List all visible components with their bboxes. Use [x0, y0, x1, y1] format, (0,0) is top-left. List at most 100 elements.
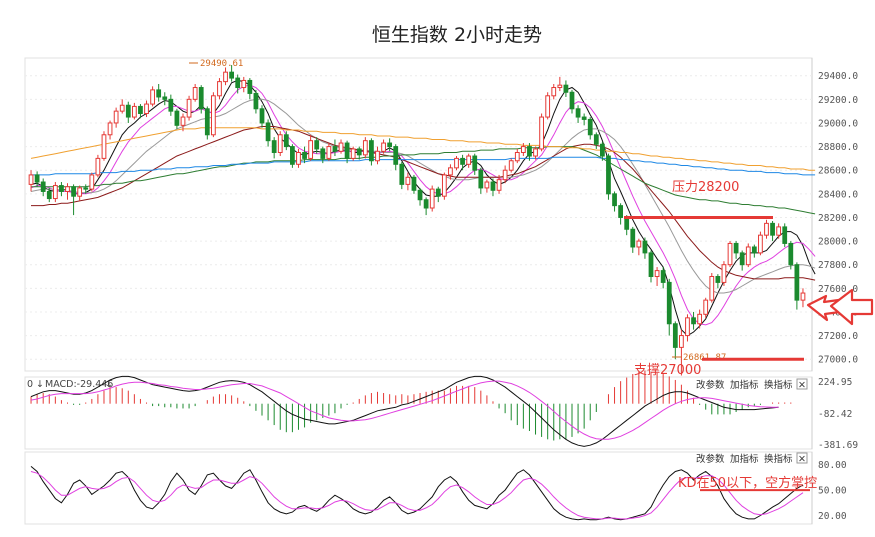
candle [405, 172, 411, 191]
candle [612, 191, 617, 212]
candle [478, 167, 484, 194]
candle [192, 83, 198, 102]
candle [666, 278, 672, 336]
candle-body [369, 140, 374, 162]
candle-body [435, 188, 441, 197]
kd-close-button[interactable] [796, 452, 808, 464]
candle-body [65, 186, 70, 192]
candle-body [71, 186, 76, 197]
candle [144, 100, 149, 118]
candle [745, 243, 751, 268]
candle-body [144, 103, 149, 115]
candle [296, 148, 301, 168]
macd-tick-label: -82.42 [818, 409, 852, 420]
candle [514, 148, 520, 164]
candle-body [338, 142, 344, 152]
candle-body [217, 81, 222, 97]
y-tick-label: 28000.0 [818, 237, 858, 248]
candle [563, 80, 569, 97]
candle [581, 113, 587, 126]
candle [271, 137, 277, 159]
candle [46, 187, 52, 203]
candle [223, 67, 228, 86]
candle-body [271, 140, 277, 153]
candle-body [581, 116, 587, 120]
candle [375, 146, 380, 165]
candle-body [441, 174, 447, 197]
candle [733, 241, 739, 259]
candle [338, 139, 344, 154]
candle-body [460, 157, 465, 165]
kd-swap-indicator-button[interactable]: 换指标 [764, 453, 793, 465]
candle [350, 146, 356, 161]
candle-body [119, 104, 125, 112]
candle-body [259, 108, 265, 124]
candle [454, 156, 459, 171]
macd-swap-indicator-button[interactable]: 换指标 [764, 379, 793, 391]
candle [642, 237, 648, 259]
candle [393, 144, 399, 171]
candle [654, 267, 660, 286]
candle-body [223, 71, 228, 83]
kd-series [30, 466, 804, 521]
candle [28, 170, 34, 192]
candle-body [642, 240, 648, 254]
candle [314, 137, 320, 154]
candle [782, 223, 788, 247]
candle-body [95, 157, 101, 176]
candle-body [703, 299, 709, 315]
kd-tick-label: 80.00 [818, 460, 847, 471]
macd-close-button[interactable] [796, 378, 808, 390]
candle-body [599, 143, 605, 157]
macd-add-indicator-button[interactable]: 加指标 [730, 379, 759, 391]
macd-series [30, 370, 792, 447]
candle-body [709, 276, 715, 301]
candle-body [624, 216, 630, 230]
candle-body [691, 317, 696, 325]
candle-body [770, 222, 775, 236]
kd-params-button[interactable]: 改参数 [696, 453, 725, 465]
candle-body [520, 146, 526, 153]
macd-params-button[interactable]: 改参数 [696, 379, 725, 391]
candle [259, 105, 265, 128]
candle [217, 78, 222, 100]
candle [308, 134, 314, 161]
svg-text:0: 0 [27, 379, 33, 390]
candle-body [283, 134, 289, 148]
candle-body [733, 242, 739, 254]
kd-add-indicator-button[interactable]: 加指标 [730, 453, 759, 465]
candle [77, 185, 83, 201]
candle-body [782, 226, 788, 244]
candle-body [484, 181, 490, 189]
candle [545, 92, 551, 120]
candle [691, 311, 696, 330]
candle-body [210, 95, 216, 136]
candle [417, 187, 423, 206]
y-tick-label: 29400.0 [818, 71, 858, 82]
candle [606, 153, 611, 200]
candle-body [52, 185, 58, 200]
close-icon: ✕ [798, 454, 806, 465]
y-tick-label: 28400.0 [818, 189, 858, 200]
candle [362, 137, 368, 159]
candle [679, 329, 684, 376]
candle [764, 219, 769, 239]
candle-body [332, 146, 338, 152]
candle [125, 101, 131, 123]
kd-note: KD在50以下，空方掌控 [678, 475, 817, 491]
candle [156, 83, 162, 102]
candle [599, 141, 605, 161]
candle-body [393, 146, 399, 165]
candle [466, 153, 472, 168]
moving-averages [30, 79, 816, 337]
support-label: 支撑27000 [634, 363, 701, 378]
candle-body [672, 323, 678, 348]
candle-body [423, 199, 429, 209]
candle-body [478, 169, 484, 189]
candle [520, 143, 526, 157]
macd-dea-line [30, 380, 779, 440]
candle-body [630, 228, 636, 248]
candle-body [405, 176, 411, 185]
candle-body [247, 79, 253, 94]
candle-body [174, 110, 180, 126]
